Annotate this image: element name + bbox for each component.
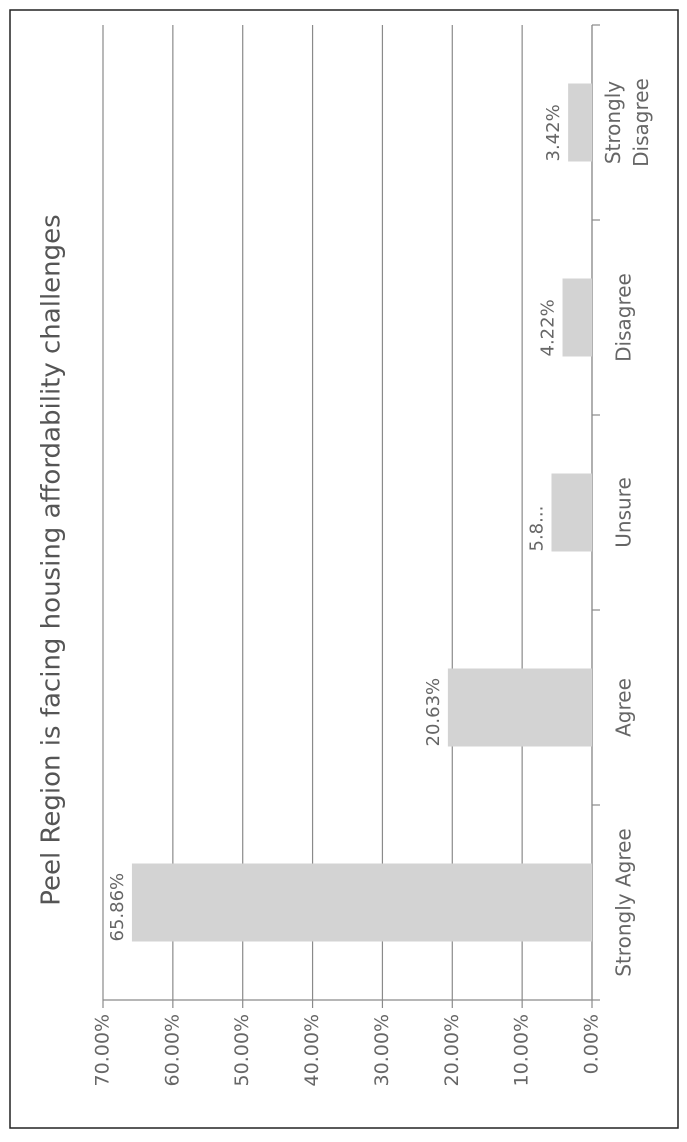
data-label: 20.63% bbox=[423, 678, 444, 747]
bar bbox=[562, 278, 592, 357]
x-tick-label: Disagree bbox=[612, 273, 636, 362]
rotated-chart: Peel Region is facing housing affordabil… bbox=[37, 24, 653, 1086]
chart-title: Peel Region is facing housing affordabil… bbox=[37, 214, 67, 905]
x-tick-label: Unsure bbox=[612, 477, 636, 548]
bar bbox=[551, 473, 592, 552]
data-label: 4.22% bbox=[538, 299, 559, 356]
x-tick-label-line: Disagree bbox=[629, 78, 653, 167]
y-tick-label: 30.00% bbox=[371, 1014, 393, 1086]
y-tick-label: 0.00% bbox=[581, 1014, 603, 1074]
y-tick-label: 40.00% bbox=[301, 1014, 323, 1086]
x-tick-label-line: Strongly bbox=[601, 81, 625, 164]
bar bbox=[131, 863, 592, 942]
bar bbox=[568, 83, 593, 162]
x-tick-label: Agree bbox=[612, 678, 636, 737]
x-tick-label: Strongly Agree bbox=[612, 828, 636, 976]
y-tick-label: 70.00% bbox=[92, 1014, 114, 1086]
data-label: 3.42% bbox=[543, 104, 564, 161]
bar bbox=[447, 668, 592, 747]
frame bbox=[9, 9, 679, 1129]
y-tick-label: 50.00% bbox=[231, 1014, 253, 1086]
data-label: 65.86% bbox=[107, 873, 128, 942]
y-tick-label: 10.00% bbox=[511, 1014, 533, 1086]
data-label: 5.8... bbox=[526, 506, 547, 552]
y-tick-label: 20.00% bbox=[441, 1014, 463, 1086]
x-tick-label: Strongly Disagree bbox=[601, 78, 653, 167]
y-tick-label: 60.00% bbox=[161, 1014, 183, 1086]
